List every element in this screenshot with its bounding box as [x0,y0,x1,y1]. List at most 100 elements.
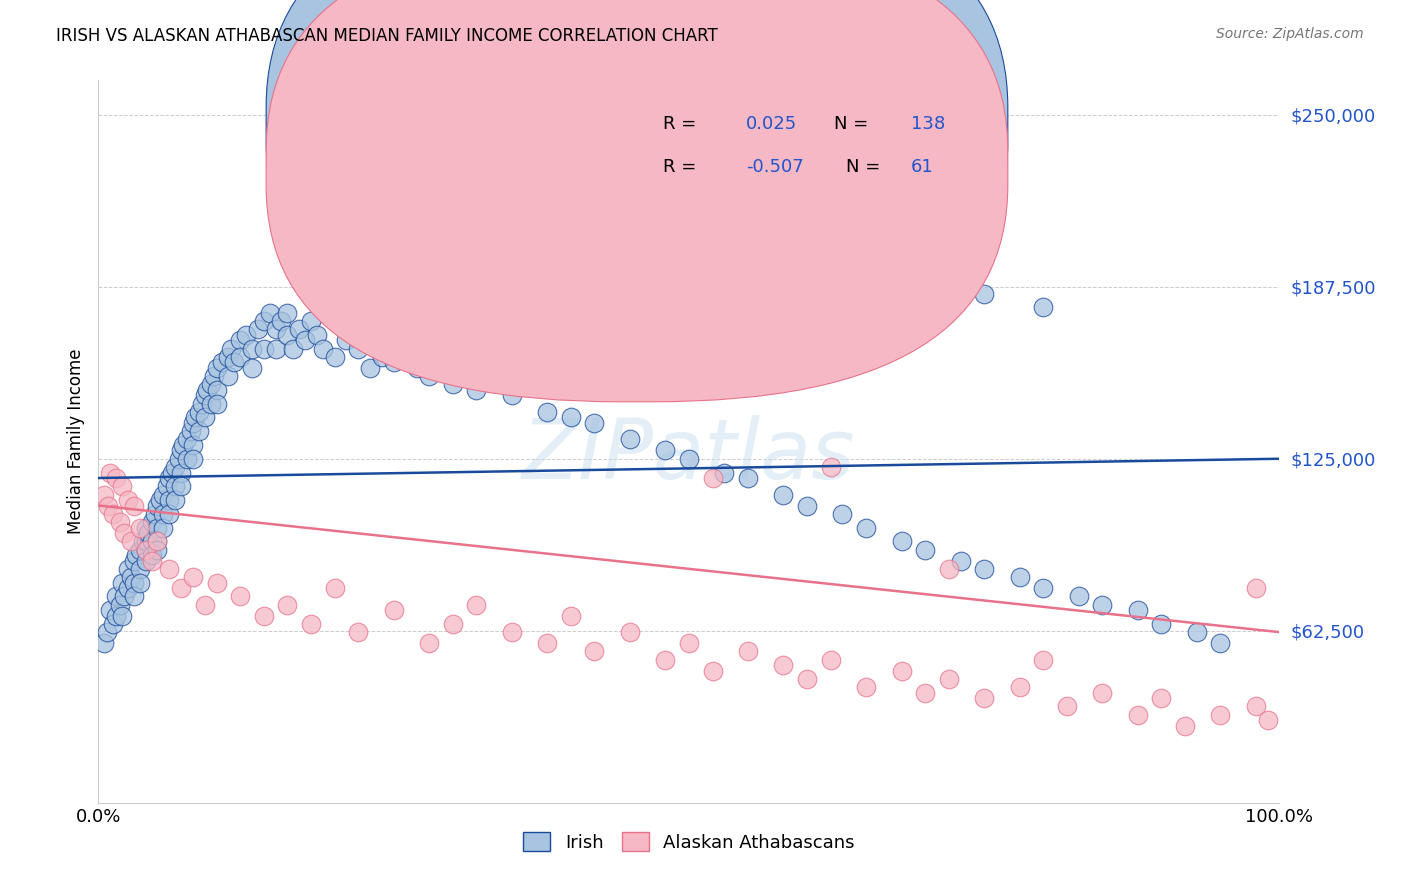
Point [184,410,207,425]
Point [347,342,370,356]
Point [176,451,198,466]
Point [890,534,912,549]
Point [855,231,877,245]
Point [382,603,405,617]
Point [299,616,322,631]
Point [181,416,204,430]
Point [217,369,239,384]
Point [108,515,131,529]
Point [200,397,222,411]
Point [347,625,370,640]
Point [501,625,523,640]
Point [465,598,488,612]
Text: IRISH VS ALASKAN ATHABASCAN MEDIAN FAMILY INCOME CORRELATION CHART: IRISH VS ALASKAN ATHABASCAN MEDIAN FAMIL… [56,27,718,45]
Point [170,466,193,480]
Point [831,507,853,521]
Point [195,383,218,397]
Point [820,653,842,667]
Point [406,360,429,375]
Point [335,334,357,348]
Point [224,355,246,369]
Point [914,259,936,273]
Point [141,534,163,549]
Point [229,334,252,348]
Point [441,616,464,631]
Point [122,499,145,513]
Point [111,575,134,590]
Point [101,616,124,631]
Point [1032,581,1054,595]
Point [1091,686,1114,700]
Text: ZIPatlas: ZIPatlas [522,416,856,497]
Text: Source: ZipAtlas.com: Source: ZipAtlas.com [1216,27,1364,41]
Point [157,471,180,485]
Text: R =: R = [664,115,696,133]
Point [536,405,558,419]
Point [205,383,228,397]
Point [135,542,157,557]
Text: 0.025: 0.025 [745,115,797,133]
Point [135,534,157,549]
Point [890,664,912,678]
Point [536,636,558,650]
Point [191,397,214,411]
Point [93,636,115,650]
Point [583,644,606,658]
Point [323,350,346,364]
Point [160,466,183,480]
Point [737,218,759,232]
Point [211,355,233,369]
Point [678,451,700,466]
Point [202,369,225,384]
Point [146,534,169,549]
Y-axis label: Median Family Income: Median Family Income [66,349,84,534]
Point [1174,719,1197,733]
Point [772,487,794,501]
Point [264,322,287,336]
Point [181,570,204,584]
Point [1244,699,1267,714]
Point [229,590,252,604]
Point [101,507,124,521]
Point [229,350,252,364]
Point [146,499,169,513]
Point [914,542,936,557]
Point [973,286,995,301]
Point [141,548,163,562]
Text: N =: N = [846,158,880,176]
Point [135,520,157,534]
Point [97,499,120,513]
Point [619,625,641,640]
Point [181,438,204,452]
Point [152,520,174,534]
Point [121,570,143,584]
Point [240,360,263,375]
Point [270,314,292,328]
Point [146,542,169,557]
Point [938,562,960,576]
Point [253,342,276,356]
Point [465,383,488,397]
Point [737,471,759,485]
Point [172,438,194,452]
Point [299,314,322,328]
Point [1067,590,1090,604]
Point [117,493,139,508]
Point [180,424,202,438]
Point [678,636,700,650]
Point [276,598,298,612]
Point [157,507,180,521]
Point [501,388,523,402]
Text: R =: R = [664,158,696,176]
Point [914,686,936,700]
Point [382,355,405,369]
Point [371,350,394,364]
Point [122,575,145,590]
Point [796,177,818,191]
Point [108,598,131,612]
Point [181,451,204,466]
Point [418,636,440,650]
Point [1032,301,1054,315]
Point [702,664,724,678]
FancyBboxPatch shape [595,91,973,203]
